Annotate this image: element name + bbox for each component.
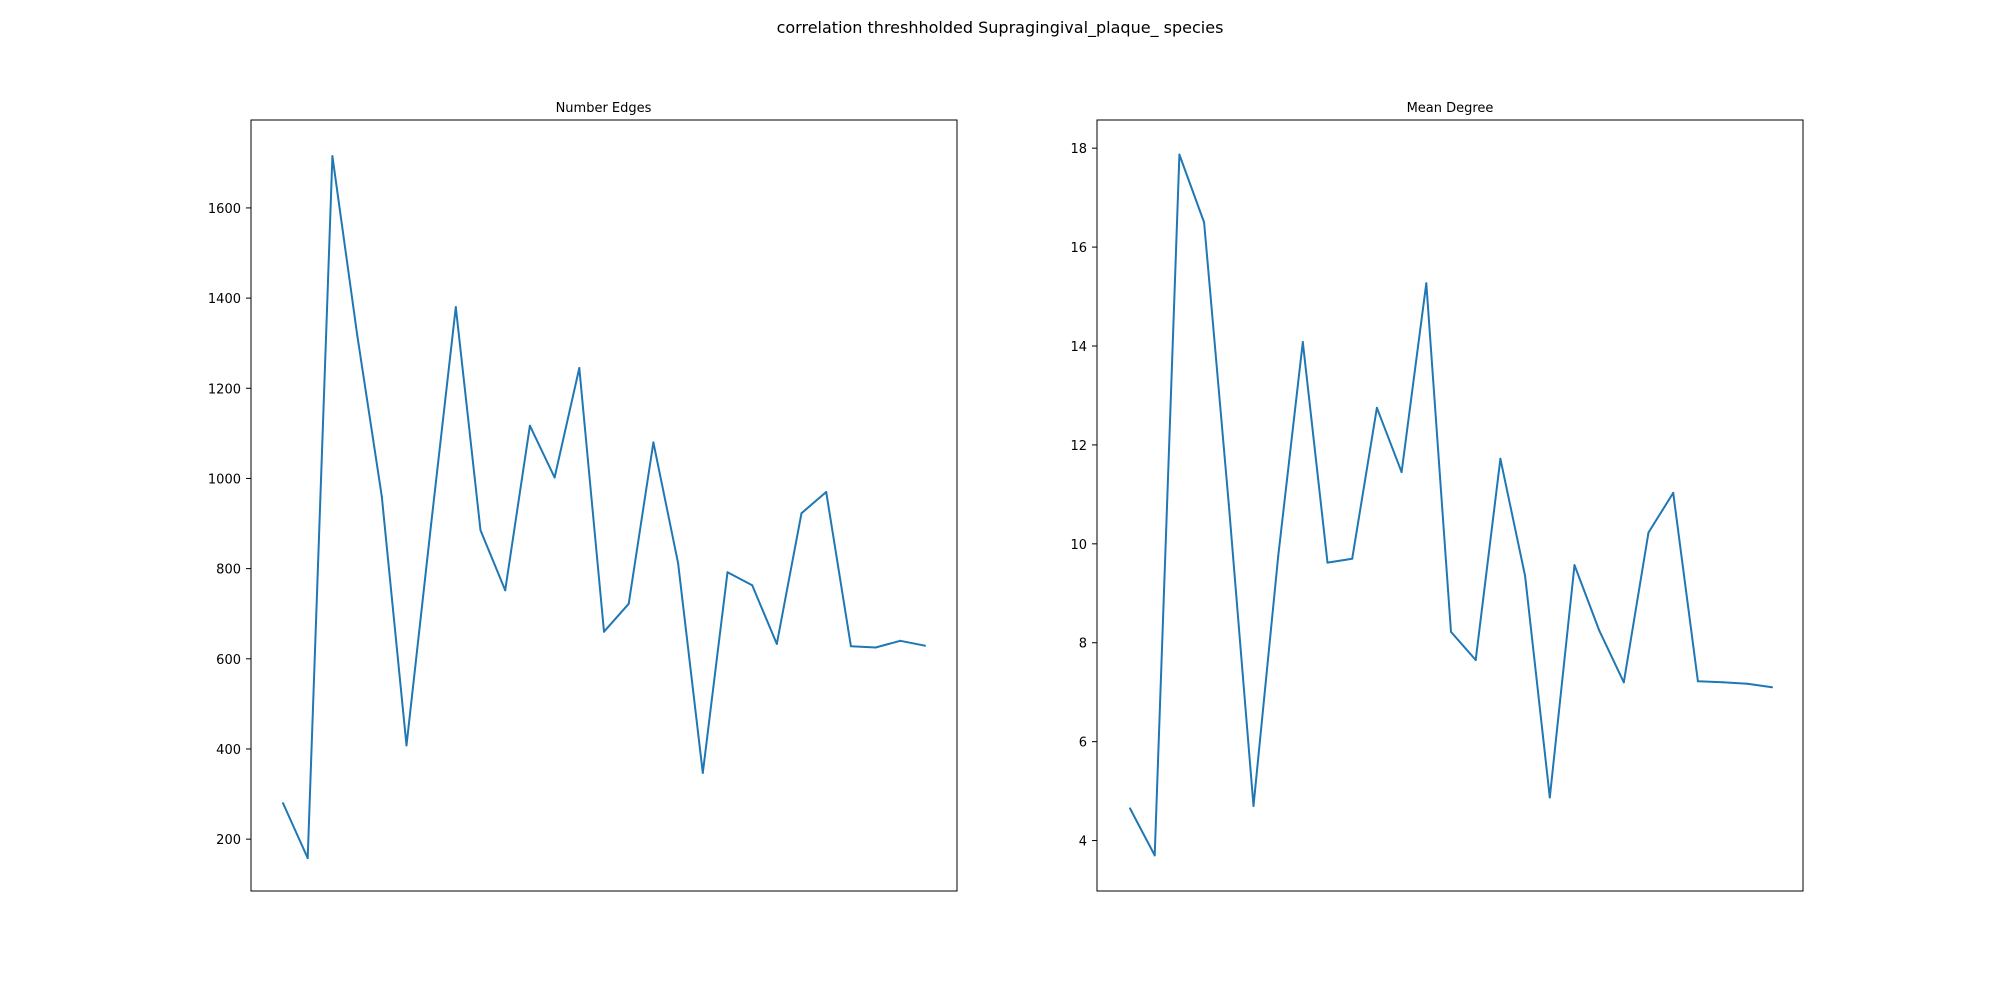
data-point-mean-degree-7 (1301, 341, 1304, 344)
series-line-mean-degree (1129, 153, 1773, 857)
y-tick-label-number-edges-6: 1400 (208, 292, 241, 307)
series-points-number-edges (282, 155, 926, 860)
axes-frame-mean-degree (1096, 119, 1804, 892)
y-tick-label-mean-degree-0: 4 (1079, 835, 1087, 850)
series-points-mean-degree (1129, 153, 1773, 857)
y-tick-label-mean-degree-4: 12 (1070, 439, 1087, 454)
data-point-mean-degree-18 (1573, 564, 1576, 567)
data-point-number-edges-0 (282, 802, 284, 805)
chart-title-mean-degree: Mean Degree (1407, 101, 1494, 116)
figure-suptitle: correlation threshholded Supragingival_p… (777, 18, 1224, 38)
data-point-number-edges-15 (652, 441, 655, 444)
y-tick-label-mean-degree-6: 16 (1070, 241, 1087, 256)
data-point-number-edges-23 (849, 645, 852, 648)
y-tick-label-mean-degree-2: 8 (1079, 637, 1087, 652)
y-tick-label-mean-degree-5: 14 (1070, 340, 1087, 355)
data-point-mean-degree-2 (1178, 153, 1181, 156)
data-point-number-edges-7 (454, 306, 457, 309)
data-point-number-edges-20 (775, 642, 778, 645)
data-point-mean-degree-17 (1548, 796, 1551, 799)
y-tick-label-number-edges-4: 1000 (208, 472, 241, 487)
data-point-mean-degree-21 (1647, 531, 1650, 534)
data-point-number-edges-19 (751, 584, 754, 587)
y-tick-label-number-edges-1: 400 (216, 743, 241, 758)
data-point-mean-degree-20 (1622, 681, 1625, 684)
data-point-number-edges-25 (899, 639, 902, 642)
data-point-mean-degree-0 (1129, 807, 1131, 810)
data-point-mean-degree-4 (1227, 503, 1230, 506)
data-point-number-edges-2 (331, 155, 334, 158)
chart-mean-degree: Mean Degree 4 6 8 10 12 14 16 18 (1070, 101, 1804, 892)
data-point-mean-degree-6 (1277, 555, 1280, 558)
data-point-number-edges-8 (479, 529, 482, 532)
data-point-number-edges-21 (800, 512, 803, 515)
data-point-mean-degree-16 (1524, 574, 1527, 577)
data-point-mean-degree-13 (1450, 630, 1452, 633)
data-point-mean-degree-8 (1326, 561, 1329, 564)
y-axis-number-edges: 200 400 600 800 1000 1200 1400 1600 (208, 202, 251, 848)
data-point-number-edges-11 (553, 476, 556, 479)
chart-title-number-edges: Number Edges (556, 101, 652, 116)
data-point-number-edges-4 (380, 495, 383, 498)
chart-number-edges: Number Edges 200 400 600 800 1000 1200 1400 160… (208, 101, 958, 892)
data-point-mean-degree-22 (1672, 491, 1675, 494)
data-point-mean-degree-5 (1252, 804, 1255, 807)
series-line-number-edges (282, 155, 926, 860)
y-tick-label-number-edges-7: 1600 (208, 202, 241, 217)
data-point-number-edges-3 (356, 333, 359, 336)
data-point-mean-degree-14 (1474, 659, 1477, 662)
y-tick-label-mean-degree-1: 6 (1079, 736, 1087, 751)
data-point-number-edges-10 (528, 424, 531, 427)
data-point-number-edges-1 (306, 857, 309, 860)
data-point-mean-degree-23 (1696, 680, 1699, 683)
data-point-number-edges-5 (405, 744, 408, 747)
data-point-mean-degree-1 (1153, 854, 1156, 857)
y-tick-label-mean-degree-3: 10 (1070, 538, 1087, 553)
data-point-mean-degree-24 (1721, 681, 1724, 684)
data-point-mean-degree-10 (1375, 406, 1378, 409)
data-point-number-edges-24 (874, 646, 877, 649)
y-tick-label-number-edges-3: 800 (216, 563, 241, 578)
data-point-number-edges-9 (504, 589, 507, 592)
data-point-mean-degree-12 (1425, 282, 1428, 285)
data-point-number-edges-13 (603, 630, 605, 633)
y-tick-label-mean-degree-7: 18 (1070, 142, 1087, 157)
data-point-number-edges-18 (726, 571, 729, 574)
data-point-number-edges-17 (701, 771, 704, 774)
data-point-mean-degree-19 (1598, 629, 1601, 632)
data-point-mean-degree-25 (1746, 682, 1749, 685)
y-tick-label-number-edges-5: 1200 (208, 382, 241, 397)
data-point-number-edges-6 (430, 522, 433, 525)
y-tick-label-number-edges-0: 200 (216, 833, 241, 848)
data-point-number-edges-16 (677, 562, 680, 565)
data-point-mean-degree-15 (1499, 457, 1502, 460)
data-point-mean-degree-26 (1771, 686, 1773, 689)
data-point-number-edges-14 (627, 602, 630, 605)
data-point-number-edges-26 (924, 644, 926, 647)
axes-frame-number-edges (250, 119, 958, 892)
data-point-number-edges-12 (578, 366, 581, 369)
y-tick-label-number-edges-2: 600 (216, 653, 241, 668)
data-point-mean-degree-3 (1203, 221, 1206, 224)
data-point-mean-degree-9 (1351, 557, 1354, 560)
data-point-mean-degree-11 (1400, 471, 1403, 474)
y-axis-mean-degree: 4 6 8 10 12 14 16 18 (1070, 142, 1097, 850)
data-point-number-edges-22 (825, 490, 828, 493)
